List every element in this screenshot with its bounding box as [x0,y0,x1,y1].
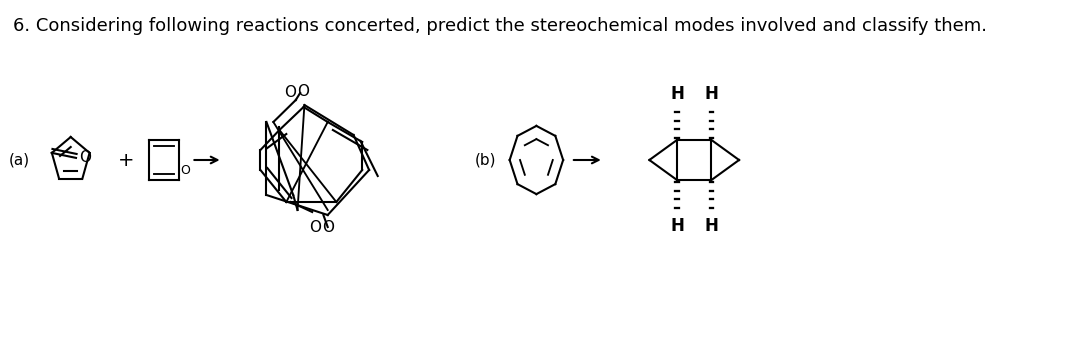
Text: O: O [309,220,321,235]
Text: O: O [179,164,190,177]
Text: H: H [704,85,718,103]
Text: O: O [80,150,92,165]
Text: 6. Considering following reactions concerted, predict the stereochemical modes i: 6. Considering following reactions conce… [13,17,987,35]
Text: (b): (b) [474,152,496,168]
Text: H: H [670,85,684,103]
Text: H: H [670,217,684,235]
Text: O: O [298,84,310,99]
Text: +: + [118,150,134,169]
Text: O: O [322,220,334,235]
Text: O: O [285,85,297,100]
Text: H: H [704,217,718,235]
Text: (a): (a) [9,152,30,168]
